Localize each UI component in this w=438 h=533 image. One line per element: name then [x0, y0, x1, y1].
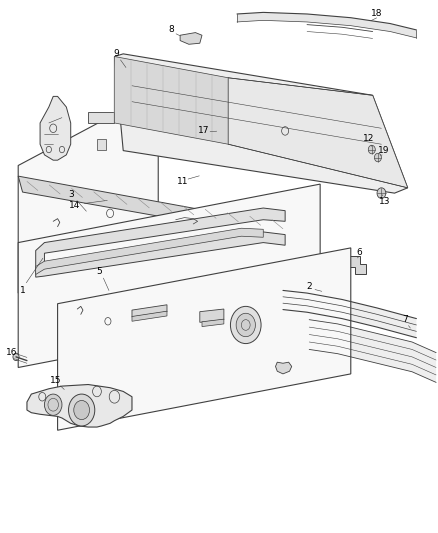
Polygon shape — [199, 309, 223, 322]
Text: 16: 16 — [6, 348, 18, 357]
Polygon shape — [40, 96, 71, 160]
Text: 13: 13 — [378, 197, 390, 206]
Polygon shape — [18, 176, 297, 241]
Text: 19: 19 — [377, 146, 389, 155]
Text: 18: 18 — [371, 10, 382, 19]
Text: 5: 5 — [96, 268, 102, 276]
Circle shape — [374, 154, 381, 162]
Text: 12: 12 — [362, 134, 373, 143]
Polygon shape — [35, 208, 285, 277]
Text: 11: 11 — [176, 177, 187, 186]
Polygon shape — [35, 228, 263, 274]
Polygon shape — [97, 139, 106, 150]
Circle shape — [367, 146, 374, 154]
Polygon shape — [275, 362, 291, 374]
Text: 9: 9 — [113, 50, 119, 58]
Text: 8: 8 — [168, 26, 174, 35]
Text: 3: 3 — [68, 190, 74, 199]
Polygon shape — [132, 305, 166, 317]
Circle shape — [230, 306, 261, 344]
Polygon shape — [228, 78, 407, 188]
Polygon shape — [88, 112, 114, 123]
Polygon shape — [180, 33, 201, 44]
Text: 7: 7 — [402, 315, 407, 324]
Text: 2: 2 — [306, 281, 311, 290]
Circle shape — [74, 400, 89, 419]
Polygon shape — [57, 248, 350, 430]
Polygon shape — [18, 91, 158, 293]
Text: 1: 1 — [20, 286, 25, 295]
Polygon shape — [132, 311, 166, 321]
Circle shape — [13, 353, 19, 361]
Polygon shape — [114, 56, 228, 144]
Polygon shape — [114, 54, 407, 193]
Circle shape — [376, 188, 385, 198]
Text: 6: 6 — [356, 248, 362, 257]
Polygon shape — [18, 184, 319, 368]
Circle shape — [236, 313, 255, 337]
Circle shape — [44, 394, 62, 415]
Polygon shape — [346, 256, 365, 274]
Polygon shape — [201, 319, 223, 327]
Polygon shape — [27, 384, 132, 427]
Text: 17: 17 — [198, 126, 209, 135]
Text: 15: 15 — [49, 376, 61, 385]
Circle shape — [68, 394, 95, 426]
Text: 14: 14 — [69, 201, 81, 210]
